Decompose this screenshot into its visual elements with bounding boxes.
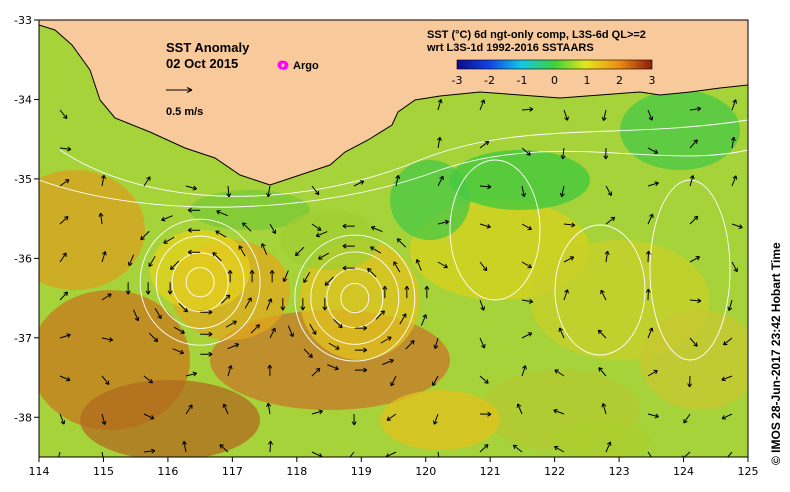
product-description: SST (°C) 6d ngt-only comp, L3S-6d QL>=2: [427, 29, 646, 41]
x-tick-label: 117: [222, 465, 243, 478]
scale-label: 0.5 m/s: [166, 106, 203, 118]
colorbar-tick-label: -2: [484, 74, 495, 87]
colorbar-tick-label: -1: [517, 74, 528, 87]
y-tick-label: -34: [14, 93, 32, 106]
x-tick-label: 116: [157, 465, 178, 478]
credit-text: © IMOS 28-Jun-2017 23:42 Hobart Time: [769, 242, 783, 465]
x-tick-label: 124: [673, 465, 694, 478]
y-tick-label: -35: [14, 173, 32, 186]
product-reference: wrt L3S-1d 1992-2016 SSTAARS: [426, 42, 594, 54]
y-tick-label: -37: [14, 332, 32, 345]
colorbar-tick-label: 3: [649, 74, 656, 87]
x-tick-label: 123: [609, 465, 630, 478]
x-tick-label: 120: [415, 465, 436, 478]
argo-label: Argo: [293, 60, 319, 72]
x-axis: 114 115 116 117 118 119 120 121 122 123 124 125: [29, 457, 759, 478]
colorbar-tick-label: -3: [452, 74, 463, 87]
sst-field: [39, 90, 748, 457]
x-tick-label: 115: [93, 465, 114, 478]
plot-frame: [38, 19, 749, 458]
colorbar-tick-label: 1: [584, 74, 591, 87]
map-title: SST Anomaly: [166, 40, 250, 55]
argo-float-marker: [279, 60, 289, 70]
y-axis: -33 -34 -35 -36 -37 -38: [14, 14, 39, 424]
y-tick-label: -38: [14, 411, 32, 424]
map-date: 02 Oct 2015: [166, 56, 238, 71]
x-tick-label: 114: [29, 465, 50, 478]
x-tick-label: 125: [738, 465, 759, 478]
colorbar: -3 -2 -1 0 1 2 3: [452, 59, 656, 87]
y-tick-label: -36: [14, 252, 32, 265]
y-tick-label: -33: [14, 14, 32, 27]
colorbar-tick-label: 2: [616, 74, 623, 87]
velocity-scale: 0.5 m/s: [166, 87, 203, 118]
current-arrows: [58, 99, 743, 457]
colorbar-gradient: [456, 59, 653, 70]
x-tick-label: 121: [480, 465, 501, 478]
x-tick-label: 118: [286, 465, 307, 478]
contour-lines: [39, 119, 748, 362]
x-tick-label: 122: [544, 465, 565, 478]
colorbar-tick-label: 0: [551, 74, 558, 87]
x-tick-label: 119: [351, 465, 372, 478]
